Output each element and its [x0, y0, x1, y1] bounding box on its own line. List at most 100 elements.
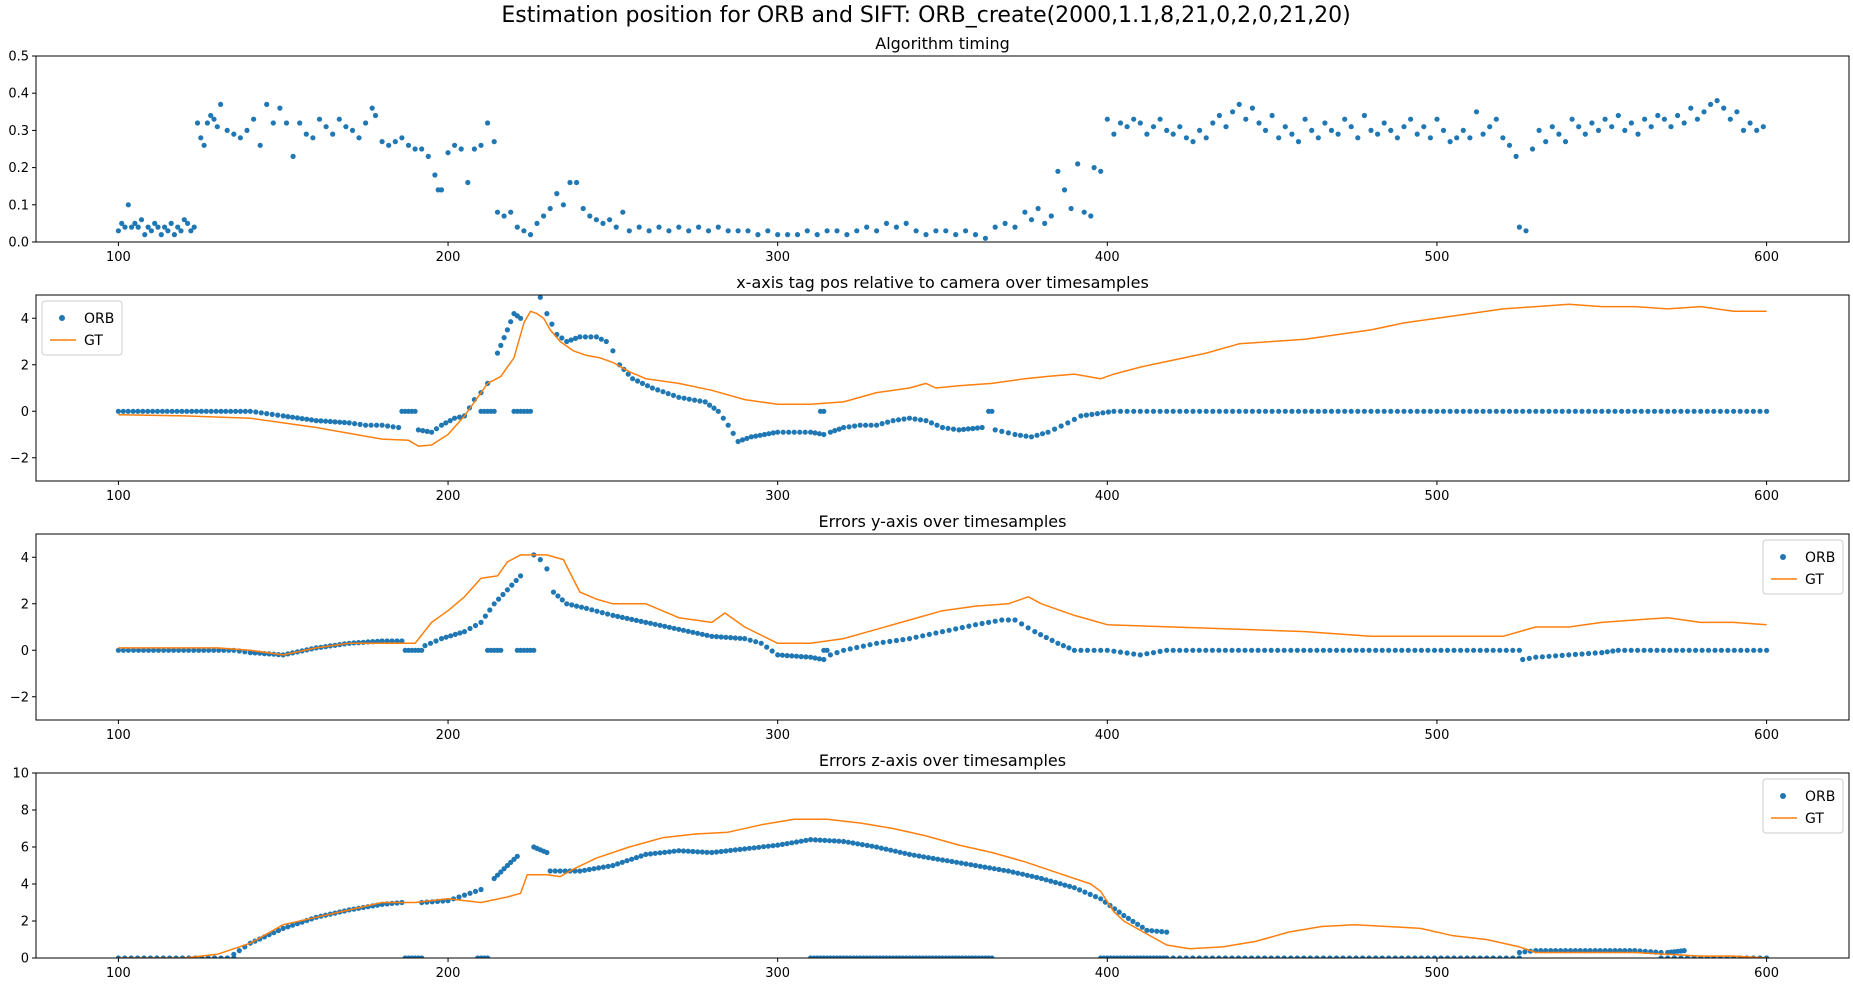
- orb-data-point: [1408, 116, 1414, 122]
- orb-data-point: [1691, 408, 1697, 414]
- orb-data-point: [1615, 112, 1621, 119]
- orb-data-point: [508, 859, 514, 866]
- orb-data-point: [715, 224, 721, 230]
- orb-data-point: [1038, 875, 1044, 882]
- subplot-algorithm-timing: Algorithm timing 100 200 300 400 500 600 0.0 0.1…: [8, 34, 1850, 265]
- orb-data-point: [443, 634, 449, 640]
- orb-data-point: [999, 428, 1005, 434]
- orb-data-point: [1230, 408, 1236, 414]
- orb-data-point: [544, 566, 550, 572]
- orb-data-point: [1091, 647, 1097, 653]
- orb-data-point: [162, 224, 168, 230]
- orb-data-point: [596, 865, 602, 871]
- orb-data-point: [735, 228, 741, 234]
- orb-data-point: [1045, 429, 1051, 435]
- orb-data-point: [676, 626, 682, 632]
- orb-data-point: [130, 408, 136, 414]
- x-tick-label: 100: [106, 489, 131, 504]
- orb-data-point: [766, 431, 772, 437]
- orb-data-point: [906, 851, 913, 858]
- orb-data-point: [803, 837, 809, 844]
- orb-data-point: [715, 408, 721, 414]
- orb-data-point: [341, 419, 347, 426]
- orb-data-point: [812, 655, 818, 661]
- orb-data-point: [1104, 116, 1110, 122]
- orb-data-point: [1222, 647, 1228, 653]
- orb-data-point: [1454, 135, 1460, 141]
- orb-data-point: [1661, 116, 1667, 122]
- orb-data-point: [854, 228, 860, 234]
- orb-data-point: [826, 838, 833, 844]
- orb-data-point: [1727, 116, 1733, 122]
- orb-data-point: [979, 424, 985, 431]
- orb-data-point: [685, 848, 691, 854]
- orb-data-point: [140, 408, 146, 414]
- orb-data-point: [386, 142, 392, 148]
- orb-data-point: [1117, 120, 1124, 126]
- orb-data-point: [1190, 647, 1196, 653]
- orb-data-point: [791, 429, 797, 435]
- orb-data-point: [989, 955, 995, 958]
- orb-data-point: [412, 146, 418, 152]
- orb-data-point: [185, 220, 191, 226]
- orb-data-point: [511, 856, 517, 862]
- orb-data-point: [699, 849, 705, 855]
- orb-data-point: [290, 922, 296, 928]
- orb-data-point: [1116, 909, 1122, 915]
- orb-data-point: [1055, 168, 1061, 174]
- orb-data-point: [1002, 220, 1008, 226]
- orb-data-point: [737, 635, 743, 641]
- orb-data-point: [1170, 408, 1176, 414]
- legend-box: [1762, 539, 1844, 595]
- orb-data-point: [1203, 408, 1209, 414]
- orb-data-point: [680, 848, 687, 854]
- orb-data-point: [900, 637, 906, 643]
- orb-data-point: [285, 414, 291, 420]
- orb-data-point: [316, 116, 323, 122]
- orb-data-point: [1197, 408, 1203, 414]
- orb-data-point: [1680, 647, 1686, 653]
- orb-data-point: [1645, 408, 1651, 414]
- orb-data-point: [1295, 408, 1302, 414]
- orb-data-point: [125, 647, 131, 653]
- orb-data-point: [461, 892, 468, 898]
- orb-data-point: [1216, 408, 1222, 414]
- orb-data-point: [233, 408, 239, 414]
- orb-data-point: [1222, 955, 1228, 958]
- orb-data-point: [218, 955, 224, 958]
- orb-data-point: [920, 633, 926, 639]
- orb-data-point: [1513, 408, 1519, 414]
- orb-data-point: [1553, 408, 1559, 414]
- orb-data-point: [593, 217, 600, 223]
- orb-data-point: [1346, 955, 1353, 958]
- orb-data-point: [290, 414, 296, 420]
- orb-data-point: [1360, 647, 1366, 653]
- orb-data-point: [666, 228, 672, 234]
- orb-data-point: [1209, 955, 1215, 958]
- orb-data-point: [812, 430, 818, 436]
- orb-data-point: [294, 415, 300, 421]
- orb-data-point: [885, 419, 891, 425]
- x-tick-label: 200: [436, 966, 461, 981]
- orb-data-point: [888, 847, 894, 853]
- orb-data-point: [913, 228, 919, 234]
- orb-data-point: [1164, 929, 1170, 935]
- orb-data-point: [1249, 105, 1255, 111]
- orb-data-point: [188, 228, 194, 234]
- legend-orb-marker: [59, 315, 65, 321]
- orb-data-point: [1190, 139, 1196, 145]
- orb-data-point: [456, 894, 462, 900]
- orb-data-point: [174, 408, 180, 414]
- orb-data-point: [1307, 647, 1313, 653]
- orb-data-point: [1526, 655, 1532, 662]
- orb-data-point: [1125, 915, 1131, 922]
- orb-data-point: [739, 437, 746, 443]
- orb-data-point: [757, 432, 763, 438]
- orb-data-point: [1289, 408, 1295, 414]
- orb-data-point: [1144, 651, 1150, 657]
- orb-data-point: [1381, 120, 1387, 126]
- orb-data-point: [1434, 116, 1440, 122]
- orb-data-point: [1190, 955, 1196, 958]
- orb-data-point: [1414, 408, 1420, 414]
- orb-data-point: [646, 228, 652, 234]
